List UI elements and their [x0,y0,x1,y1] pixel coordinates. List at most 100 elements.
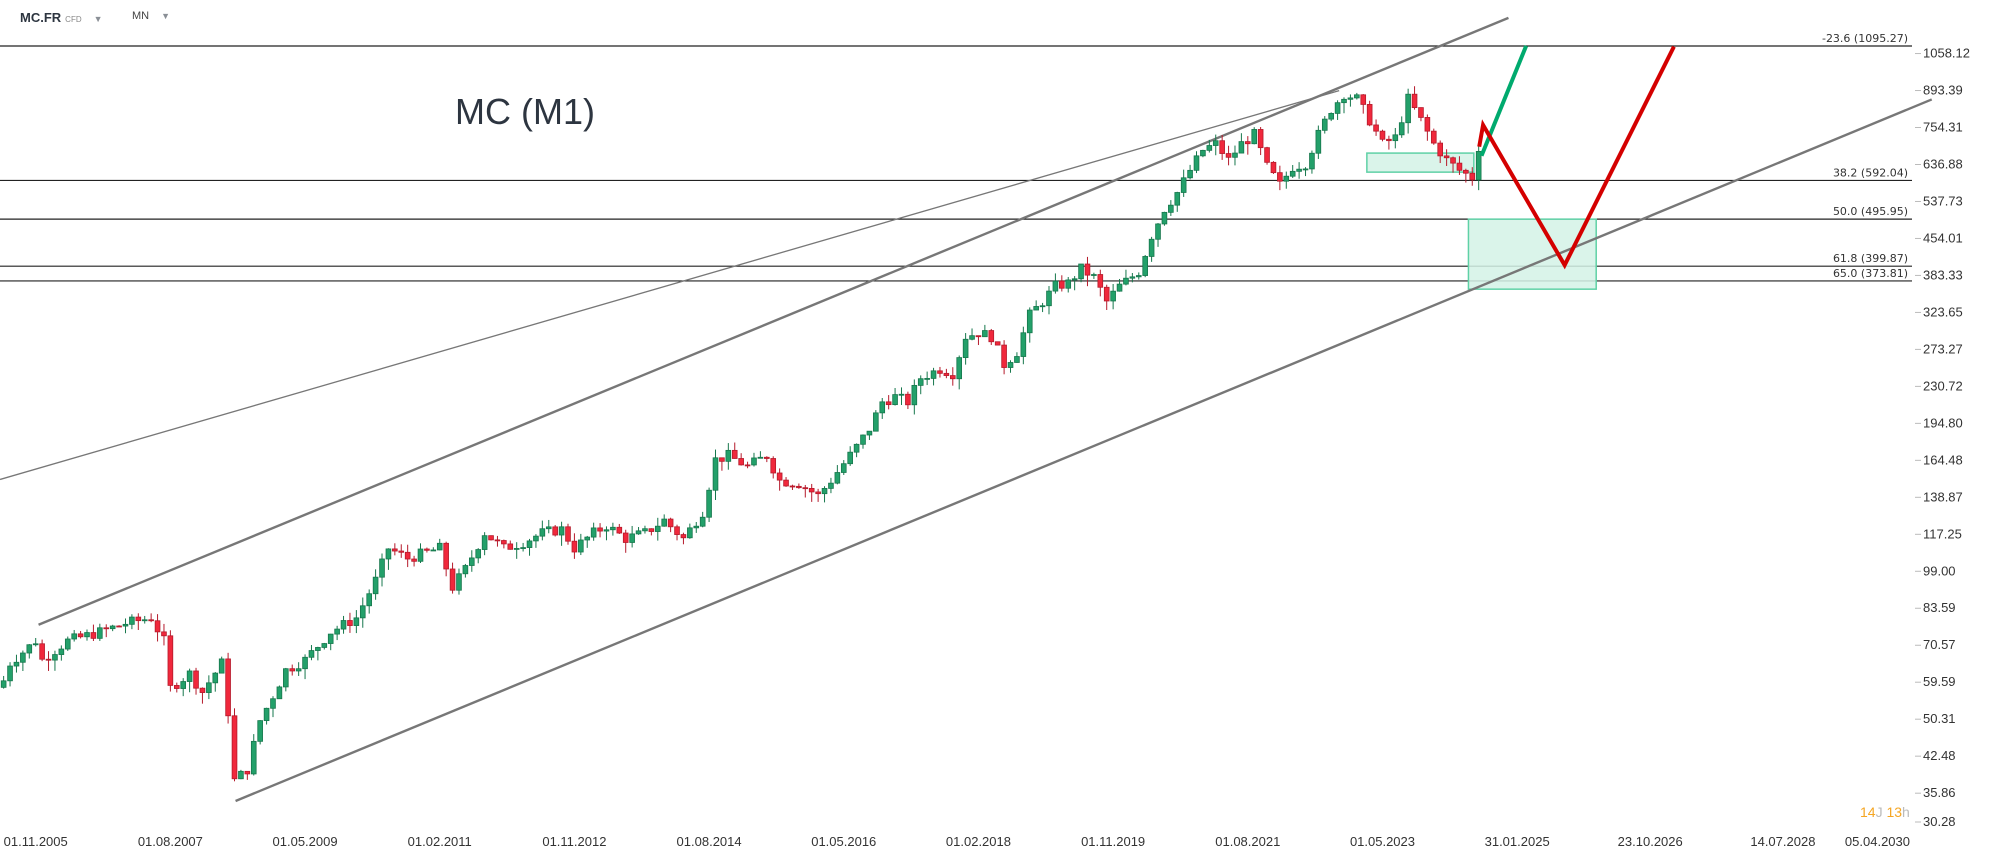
candle-bullish [578,533,584,556]
candle-bullish [58,645,65,661]
candle-bullish [417,543,424,564]
candle-bullish [603,526,610,541]
candle-bullish [372,569,379,600]
candle-body [712,457,719,491]
candle-body [1475,151,1482,181]
candle-body [1020,332,1027,357]
y-tick-label: 636.88 [1923,156,1963,171]
candle-body [1212,140,1219,146]
candle-bullish [1123,269,1129,286]
candle-body [1161,211,1168,225]
candle-body [129,616,135,625]
candle-body [1091,274,1097,276]
candle-bearish [135,613,142,631]
candle-body [469,557,475,566]
candle-bullish [1180,169,1187,197]
candle-body [1386,138,1392,142]
y-tick-label: 754.31 [1923,120,1963,135]
candle-body [1206,145,1213,151]
candle-bearish [116,625,122,628]
candle-body [680,534,687,539]
candle-body [1103,286,1110,302]
candle-bullish [757,451,764,459]
candle-body [7,665,13,682]
candle-body [808,488,815,493]
candle-bullish [13,654,20,673]
x-tick-label: 23.10.2026 [1618,834,1683,849]
candle-body [1110,290,1116,302]
candle-body [962,338,969,359]
candle-bullish [661,514,667,527]
candle-bullish [545,519,552,534]
candle-bearish [1103,284,1110,311]
candle-bullish [1135,272,1142,280]
y-tick-label: 70.57 [1923,637,1956,652]
candle-body [1219,140,1225,154]
y-tick-label: 138.87 [1923,489,1963,504]
candle-bullish [97,623,103,641]
candle-body [1059,280,1065,289]
candle-body [815,491,821,495]
candle-body [917,378,924,386]
candle-body [13,661,20,667]
candle-body [77,633,84,638]
candle-bullish [526,538,533,556]
candle-body [898,393,905,396]
candle-bearish [1443,149,1450,166]
candle-body [1277,172,1283,182]
candle-bearish [802,484,809,498]
candle-body [1424,117,1431,132]
candle-bearish [199,687,206,704]
timeframe-selector[interactable]: MN ▼ [132,10,170,22]
candle-body [488,535,494,541]
candle-body [218,658,225,674]
candle-body [744,464,751,467]
candle-bearish [1270,161,1277,174]
candle-body [1264,147,1270,163]
candle-bullish [590,522,597,541]
candle-bullish [180,678,187,697]
candle-bullish [257,720,263,745]
candle-body [1097,274,1104,288]
candle-body [988,330,995,343]
candle-body [994,341,1001,346]
x-tick-label: 31.01.2025 [1485,834,1550,849]
candle-bullish [706,487,712,523]
candle-bullish [1116,278,1123,292]
y-tick-label: 83.59 [1923,600,1956,615]
symbol-selector[interactable]: MC.FR CFD ▼ [20,10,103,25]
candle-bullish [270,696,276,718]
candle-bearish [443,541,449,577]
candle-body [404,551,411,560]
candle-body [725,449,732,462]
candle-bullish [1289,165,1296,178]
candle-body [866,430,873,436]
candle-bearish [1360,94,1367,114]
candle-body [359,605,366,619]
candle-body [603,529,610,532]
x-tick-label: 05.04.2030 [1845,834,1910,849]
candle-body [26,644,33,654]
candle-body [1116,283,1123,292]
candle-bearish [1463,168,1469,183]
candle-body [154,620,161,633]
candle-bearish [975,335,982,346]
candle-bullish [962,333,969,365]
candle-body [186,670,193,682]
candle-bullish [520,542,526,552]
candle-body [1463,169,1469,174]
candle-body [263,707,270,722]
candle-body [417,548,424,562]
candle-bullish [218,656,225,674]
candle-body [667,518,674,528]
candle-body [1392,134,1399,142]
y-tick-label: 454.01 [1923,230,1963,245]
candle-bullish [308,645,315,661]
candle-body [860,434,866,445]
candle-body [1071,278,1078,281]
candle-body [270,698,276,709]
candle-body [1309,152,1315,170]
candle-body [610,526,616,531]
candle-bearish [744,461,751,469]
